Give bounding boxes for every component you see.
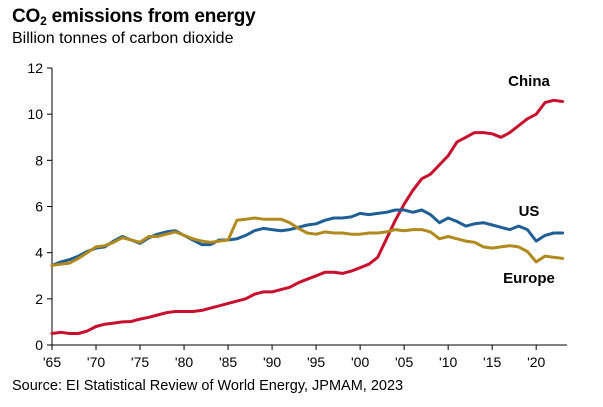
x-tick-label: '85 — [219, 354, 237, 370]
x-tick-label: '75 — [131, 354, 149, 370]
x-tick-label: '00 — [351, 354, 369, 370]
y-tick-label: 0 — [35, 337, 43, 353]
x-tick-label: '20 — [527, 354, 545, 370]
series-label-europe: Europe — [503, 270, 555, 287]
x-tick-label: '95 — [307, 354, 325, 370]
source-note: Source: EI Statistical Review of World E… — [12, 378, 404, 394]
y-tick-label: 10 — [27, 106, 43, 122]
y-tick-label: 4 — [35, 245, 43, 261]
series-line-europe — [50, 216, 565, 267]
x-tick-label: '15 — [483, 354, 501, 370]
y-tick-label: 2 — [35, 291, 43, 307]
x-tick-label: '10 — [439, 354, 457, 370]
y-tick-label: 6 — [35, 199, 43, 215]
chart-title: CO2 emissions from energy — [12, 6, 256, 28]
x-tick-label: '70 — [87, 354, 105, 370]
chart-series-lines — [50, 98, 565, 335]
series-label-us: US — [519, 203, 540, 220]
chart-series-labels: China US Europe — [503, 73, 555, 287]
chart-subtitle: Billion tonnes of carbon dioxide — [12, 30, 234, 47]
chart-axes: 0 2 4 6 8 10 12 '65 '70 '75 '80 '85 '90 '95 '00 '05 '10 '… — [27, 60, 567, 370]
y-tick-label: 12 — [27, 60, 43, 76]
series-label-china: China — [508, 73, 550, 90]
x-tick-label: '90 — [263, 354, 281, 370]
x-tick-label: '80 — [175, 354, 193, 370]
series-line-china — [50, 98, 565, 335]
series-line-us — [50, 208, 565, 267]
x-tick-label: '65 — [43, 354, 61, 370]
y-tick-label: 8 — [35, 152, 43, 168]
x-tick-label: '05 — [395, 354, 413, 370]
